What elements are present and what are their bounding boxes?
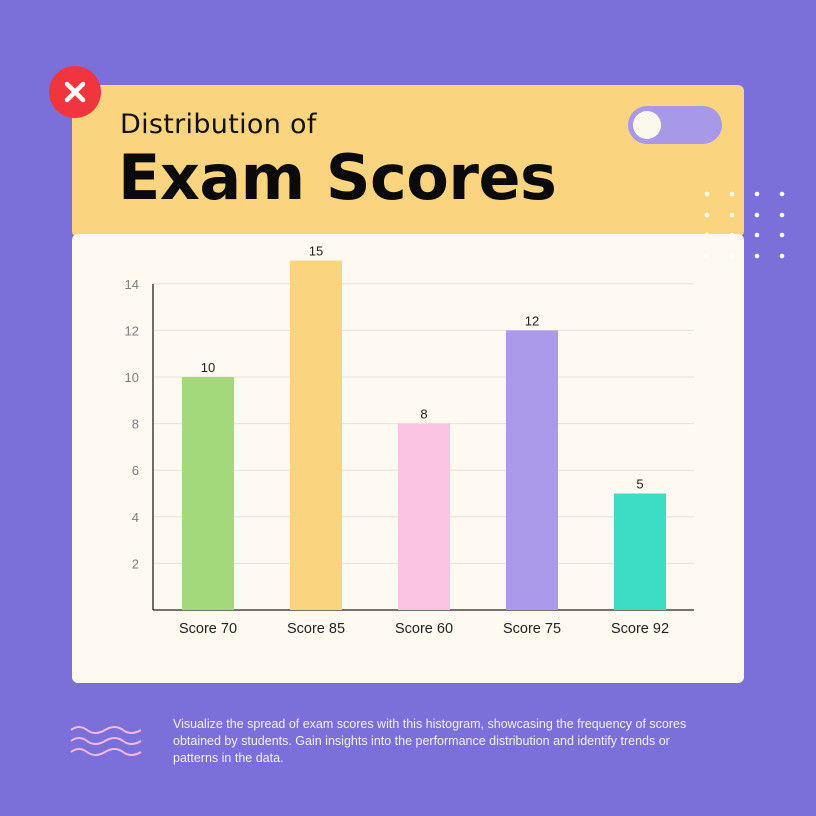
bar-chart: 2 4 6 8 10 12 14 10 Score 70 15 Score 85 8 Score 60 1… (72, 234, 744, 683)
data-label: 12 (525, 313, 539, 328)
header-card: Distribution of Exam Scores (72, 85, 744, 237)
y-tick-label: 6 (132, 463, 139, 478)
x-tick-label: Score 60 (395, 621, 453, 637)
description-text: Visualize the spread of exam scores with… (173, 716, 693, 767)
data-label: 5 (636, 477, 643, 492)
y-tick-label: 4 (132, 510, 139, 525)
bar (290, 261, 342, 611)
dot-grid-decoration (700, 186, 790, 262)
y-tick-label: 8 (132, 417, 139, 432)
data-label: 15 (309, 244, 323, 259)
chart-card: 2 4 6 8 10 12 14 10 Score 70 15 Score 85 8 Score 60 1… (72, 234, 744, 683)
bar (506, 330, 558, 610)
x-tick-label: Score 70 (179, 621, 237, 637)
y-tick-label: 12 (125, 323, 139, 338)
data-label: 10 (201, 360, 215, 375)
toggle-switch[interactable] (628, 106, 722, 144)
y-tick-label: 10 (125, 370, 139, 385)
toggle-knob (633, 111, 661, 139)
y-tick-label: 2 (132, 556, 139, 571)
bar (614, 494, 666, 611)
chart-subtitle: Distribution of (120, 109, 317, 140)
close-icon (49, 66, 101, 118)
x-tick-label: Score 92 (611, 621, 669, 637)
bar (182, 377, 234, 610)
chart-title: Exam Scores (118, 141, 556, 214)
bar (398, 424, 450, 610)
x-tick-label: Score 75 (503, 621, 561, 637)
x-tick-label: Score 85 (287, 621, 345, 637)
close-button[interactable] (49, 66, 101, 118)
wave-lines-decoration (70, 724, 144, 760)
data-label: 8 (420, 407, 427, 422)
y-tick-label: 14 (125, 277, 139, 292)
